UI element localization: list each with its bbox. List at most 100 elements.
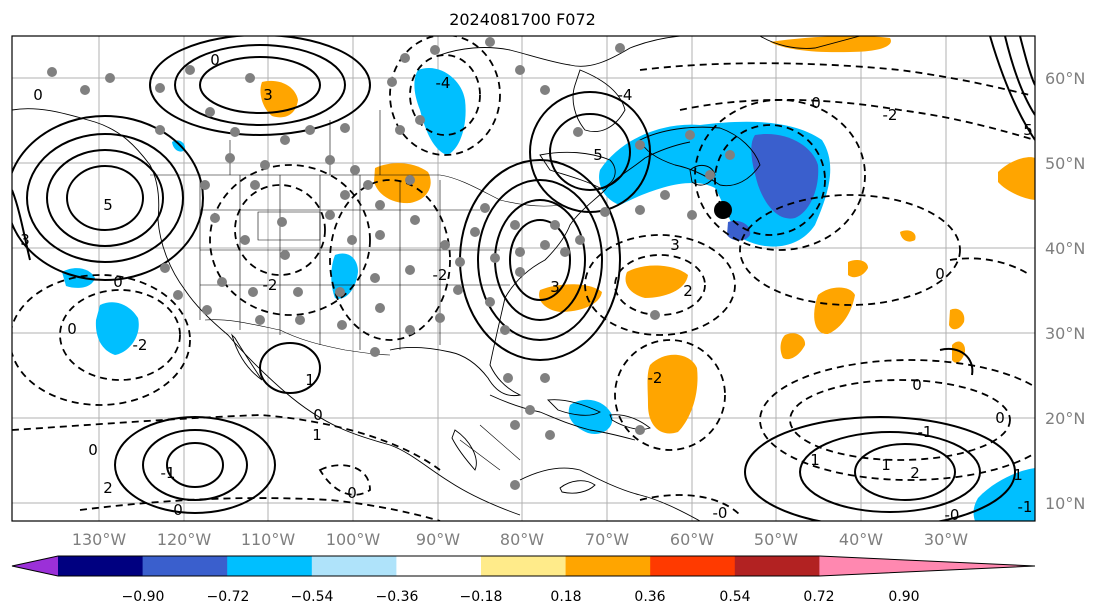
colorbar-tick-label: 0.72 <box>803 589 834 605</box>
contour-label: 5 <box>103 196 113 214</box>
colorbar-segment <box>396 556 482 576</box>
colorbar-segment <box>58 556 144 576</box>
colorbar-tick-label: 0.18 <box>550 589 581 605</box>
map-frame <box>11 35 1036 522</box>
contour-label: -2 <box>433 266 448 284</box>
contour-label: -2 <box>263 276 278 294</box>
colorbar-tick-labels: −0.90 −0.72 −0.54 −0.36 −0.18 0.18 0.36 … <box>122 589 920 605</box>
lon-tick-label: 110°W <box>241 530 296 549</box>
contour-labels: 3 3 -4 0 0 5 5 5 3 -4 0 -2 0 0 2 3 0 1 -… <box>20 51 1033 524</box>
contour-label: -1 <box>161 464 176 482</box>
negative-anomaly-patch <box>62 268 95 288</box>
colorbar-outline <box>11 555 1036 577</box>
negative-anomaly-patch <box>751 134 819 219</box>
map-panel: 3 3 -4 0 0 5 5 5 3 -4 0 -2 0 0 2 3 0 1 -… <box>12 36 1035 524</box>
contour-label: 0 <box>210 51 220 69</box>
contour-label: -2 <box>648 369 663 387</box>
colorbar-tick-label: 0.54 <box>719 589 750 605</box>
contour-label: 0 <box>995 409 1005 427</box>
lon-tick-label: 120°W <box>157 530 212 549</box>
contour-label: 0 <box>33 86 43 104</box>
contour-label: -1 <box>918 423 933 441</box>
positive-anomaly-patch <box>539 284 602 312</box>
contour-label: 2 <box>103 479 113 497</box>
positive-anomaly-patch <box>998 157 1035 200</box>
colorbar-segments <box>11 555 1036 577</box>
colorbar-segment <box>565 556 651 576</box>
lon-tick-label: 80°W <box>500 530 544 549</box>
contour-label: 0 <box>912 376 922 394</box>
contour-label: 3 <box>263 86 273 104</box>
lon-tick-label: 40°W <box>839 530 883 549</box>
colorbar-segment <box>311 556 397 576</box>
contour-label: 0 <box>313 406 323 424</box>
colorbar-tick-label: −0.36 <box>376 589 419 605</box>
positive-anomaly-patch <box>374 163 431 204</box>
contour-label: 2 <box>683 282 693 300</box>
colorbar-segment <box>142 556 228 576</box>
lon-tick-label: 50°W <box>754 530 798 549</box>
contour-label: -2 <box>133 336 148 354</box>
negative-anomaly-patch <box>95 302 139 355</box>
lon-tick-label: 130°W <box>72 530 127 549</box>
lat-tick-label: 10°N <box>1045 494 1085 513</box>
lon-tick-label: 90°W <box>416 530 460 549</box>
colorbar-extend-max <box>819 556 1035 576</box>
positive-anomaly-patch <box>260 80 298 118</box>
contour-label: 0 <box>88 441 98 459</box>
contour-label: 1 <box>881 456 891 474</box>
lon-tick-label: 70°W <box>585 530 629 549</box>
longitude-axis: 130°W 120°W 110°W 100°W 90°W 80°W 70°W 6… <box>72 530 968 549</box>
colorbar-segment <box>481 556 567 576</box>
contour-label: 0 <box>347 484 357 502</box>
colorbar-extend-min <box>12 556 58 576</box>
colorbar-segment <box>650 556 736 576</box>
lat-tick-label: 50°N <box>1045 154 1085 173</box>
contour-label: 3 <box>550 278 560 296</box>
colorbar-segment <box>227 556 313 576</box>
colorbar-segment <box>734 556 820 576</box>
lat-tick-label: 40°N <box>1045 239 1085 258</box>
contour-label: 0 <box>811 94 821 112</box>
contour-label: -4 <box>618 86 633 104</box>
negative-anomaly-patch <box>568 399 613 434</box>
location-marker <box>714 201 732 219</box>
contour-label: 1 <box>810 451 820 469</box>
negative-anomaly-patch <box>172 140 186 152</box>
contour-label: -1 <box>1018 498 1033 516</box>
positive-anomaly-patch <box>625 265 688 298</box>
colorbar: −0.90 −0.72 −0.54 −0.36 −0.18 0.18 0.36 … <box>11 555 1036 605</box>
contour-label: 2 <box>910 464 920 482</box>
contour-label: 1 <box>1013 466 1023 484</box>
lon-tick-label: 60°W <box>670 530 714 549</box>
colorbar-tick-label: 0.90 <box>888 589 919 605</box>
contour-label: 3 <box>20 231 30 249</box>
lat-tick-label: 60°N <box>1045 69 1085 88</box>
contour-label: -4 <box>436 74 451 92</box>
colorbar-tick-label: −0.18 <box>460 589 503 605</box>
contour-label: 5 <box>593 146 603 164</box>
colorbar-tick-label: −0.72 <box>207 589 250 605</box>
contour-label: 3 <box>670 236 680 254</box>
lat-tick-label: 30°N <box>1045 324 1085 343</box>
positive-anomaly-patch <box>814 287 855 335</box>
contour-label: 0 <box>935 265 945 283</box>
contour-label: 0 <box>113 273 123 291</box>
contour-label: 1 <box>312 426 322 444</box>
contour-label: -0 <box>945 506 960 524</box>
lon-tick-label: 100°W <box>326 530 381 549</box>
positive-anomaly-patch <box>952 341 966 363</box>
positive-anomaly-patch <box>900 230 916 242</box>
contour-label: 1 <box>305 371 315 389</box>
contour-label: -0 <box>713 504 728 522</box>
lat-tick-label: 20°N <box>1045 409 1085 428</box>
contour-label: 5 <box>1023 121 1033 139</box>
lon-tick-label: 30°W <box>924 530 968 549</box>
colorbar-tick-label: −0.54 <box>291 589 334 605</box>
dashed-contours <box>12 36 1035 521</box>
positive-anomaly-patch <box>780 333 806 360</box>
map-title: 2024081700 F072 <box>449 10 596 29</box>
positive-anomaly-patch <box>647 354 698 434</box>
positive-anomaly-patch <box>949 308 965 330</box>
